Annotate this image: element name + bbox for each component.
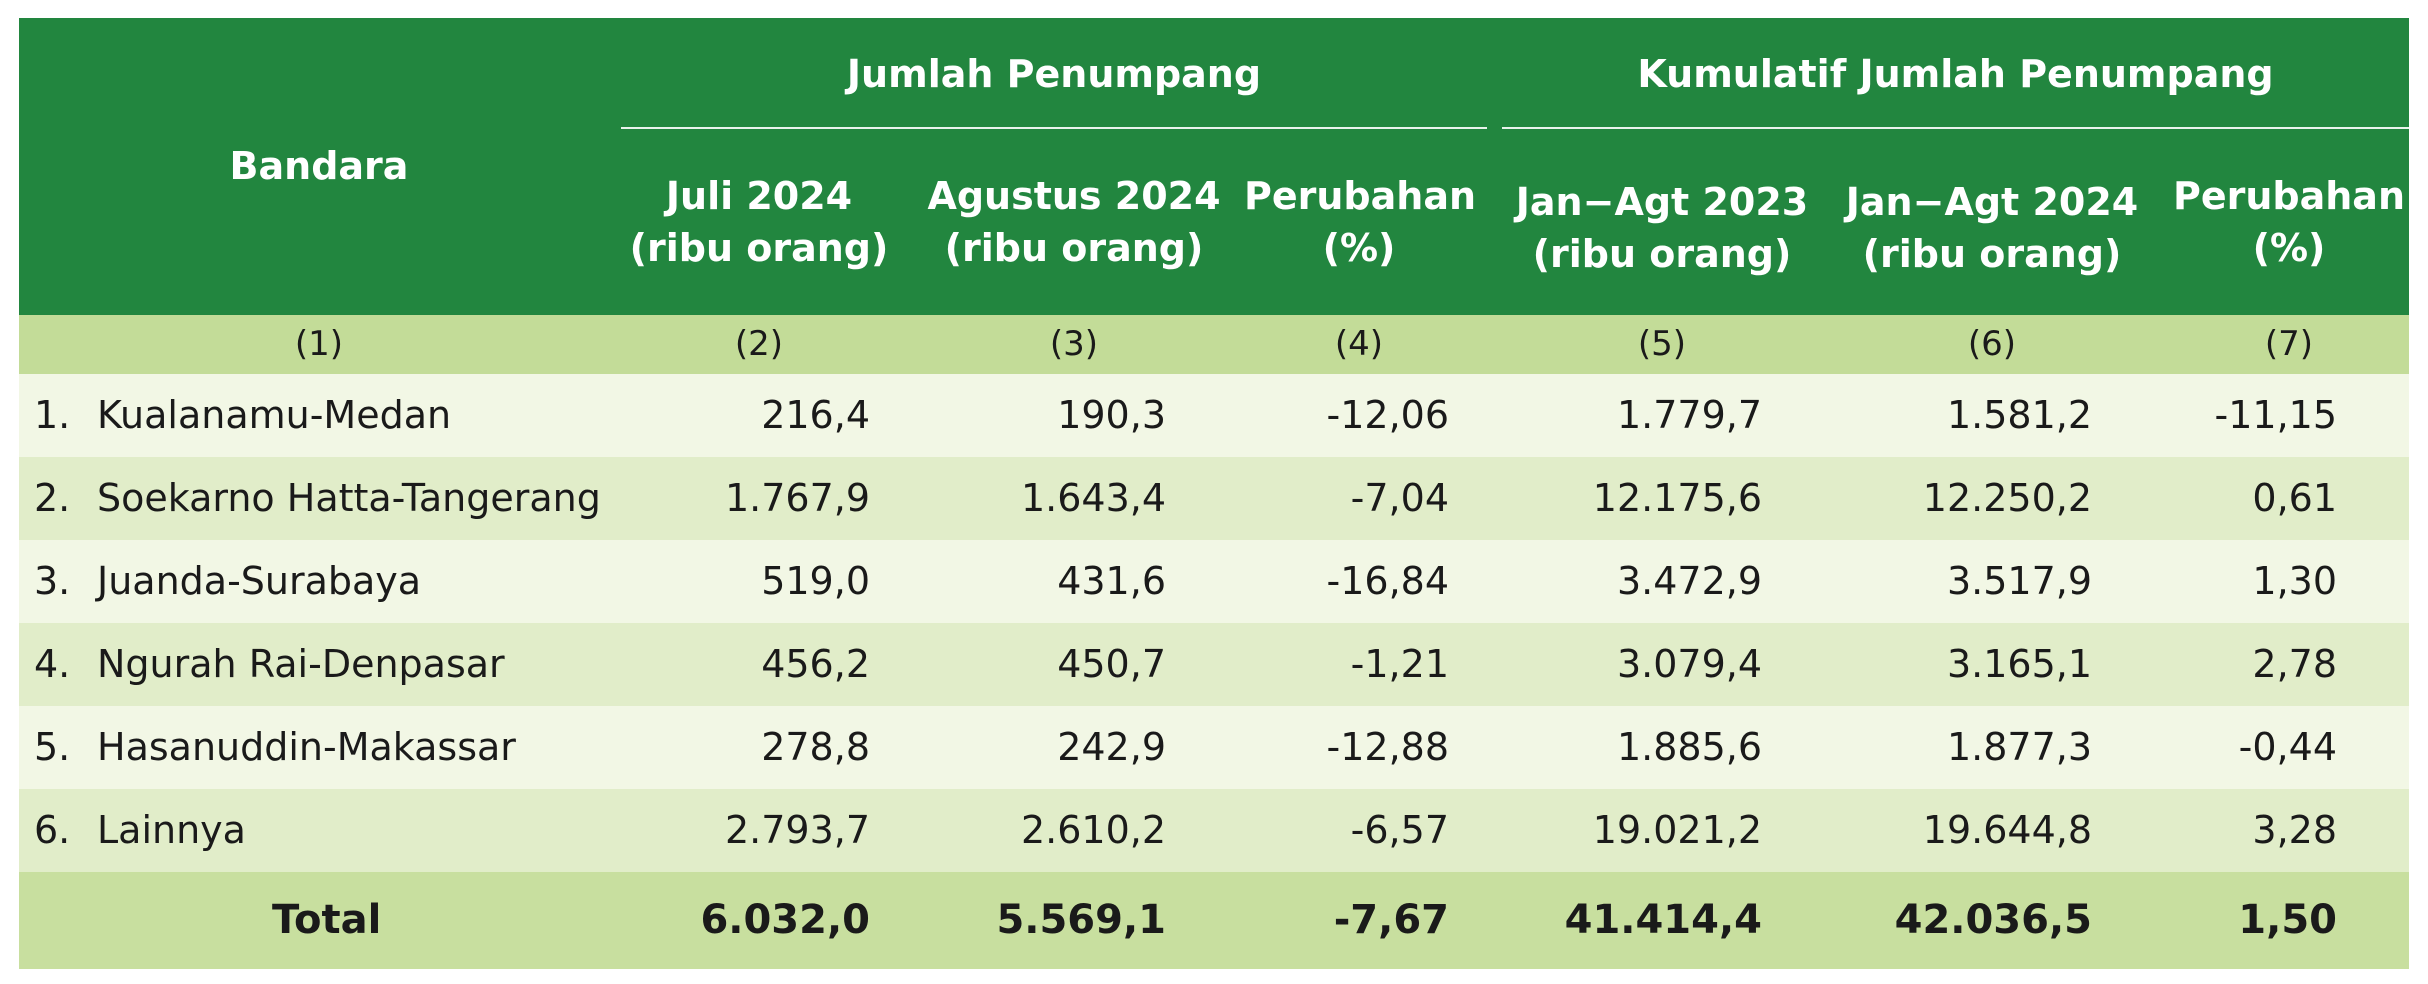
header-group-underline [1502,127,2409,129]
july-2024-value: 519,0 [761,559,870,603]
header-line: Juli 2024 [665,174,853,218]
header-group-jumlah-penumpang: Jumlah Penumpang [846,52,1262,96]
total-cumulative-change: 1,50 [2238,897,2337,943]
cumulative-2024-value: 19.644,8 [1922,808,2092,852]
total-row: Total 6.032,0 5.569,1 -7,67 41.414,4 42.… [19,872,2409,969]
header-bandara: Bandara [229,144,409,188]
column-number: (7) [2264,324,2314,364]
table-row: 3. Juanda-Surabaya 519,0 431,6 -16,84 3.… [19,540,2409,623]
column-number-row: (1) (2) (3) (4) (5) (6) (7) [19,315,2409,374]
table-row: 5. Hasanuddin-Makassar 278,8 242,9 -12,8… [19,706,2409,789]
cumulative-change-value: 0,61 [2252,476,2337,520]
column-number: (1) [294,324,344,364]
row-number: 3. [34,559,71,603]
header-perubahan: Perubahan (%) [1244,170,1477,274]
header-group-kumulatif: Kumulatif Jumlah Penumpang [1637,52,2274,96]
column-number: (3) [1049,324,1099,364]
cumulative-change-value: 2,78 [2252,642,2337,686]
august-2024-value: 450,7 [1057,642,1166,686]
header-group-underline [621,127,1487,129]
change-value: -12,06 [1326,393,1450,437]
change-value: -6,57 [1350,808,1449,852]
table-row: 6. Lainnya 2.793,7 2.610,2 -6,57 19.021,… [19,789,2409,872]
total-cumulative-2023: 41.414,4 [1564,897,1762,943]
total-label: Total [272,897,382,943]
august-2024-value: 190,3 [1057,393,1166,437]
header-jan-agt-2024: Jan−Agt 2024 (ribu orang) [1837,176,2147,280]
header-line: (ribu orang) [944,226,1204,270]
change-value: -7,04 [1350,476,1449,520]
cumulative-2023-value: 12.175,6 [1592,476,1762,520]
change-value: -12,88 [1326,725,1450,769]
table-row: 2. Soekarno Hatta-Tangerang 1.767,9 1.64… [19,457,2409,540]
airport-name: Soekarno Hatta-Tangerang [97,476,601,520]
airport-name: Ngurah Rai-Denpasar [97,642,505,686]
cumulative-change-value: -0,44 [2238,725,2337,769]
change-value: -16,84 [1326,559,1450,603]
header-line: Perubahan [2172,174,2405,218]
airport-name: Kualanamu-Medan [97,393,452,437]
header-line: Agustus 2024 [927,174,1221,218]
header-line: (ribu orang) [1862,232,2122,276]
august-2024-value: 2.610,2 [1020,808,1166,852]
total-cumulative-2024: 42.036,5 [1894,897,2092,943]
column-number: (5) [1637,324,1687,364]
cumulative-2023-value: 3.079,4 [1616,642,1762,686]
header-line: (%) [2252,226,2326,270]
cumulative-2023-value: 1.779,7 [1616,393,1762,437]
row-number: 2. [34,476,71,520]
cumulative-2023-value: 3.472,9 [1616,559,1762,603]
header-line: (ribu orang) [629,226,889,270]
august-2024-value: 431,6 [1057,559,1166,603]
august-2024-value: 1.643,4 [1020,476,1166,520]
table-header: Bandara Jumlah Penumpang Kumulatif Jumla… [19,18,2409,315]
row-number: 6. [34,808,71,852]
column-number: (4) [1334,324,1384,364]
cumulative-2024-value: 12.250,2 [1922,476,2092,520]
change-value: -1,21 [1350,642,1449,686]
august-2024-value: 242,9 [1057,725,1166,769]
cumulative-change-value: -11,15 [2214,393,2338,437]
total-change: -7,67 [1333,897,1449,943]
column-number: (2) [734,324,784,364]
airport-name: Lainnya [97,808,246,852]
cumulative-2024-value: 1.877,3 [1946,725,2092,769]
header-juli-2024: Juli 2024 (ribu orang) [629,170,889,274]
july-2024-value: 2.793,7 [724,808,870,852]
header-jan-agt-2023: Jan−Agt 2023 (ribu orang) [1507,176,1817,280]
row-number: 5. [34,725,71,769]
july-2024-value: 278,8 [761,725,870,769]
total-august-2024: 5.569,1 [996,897,1166,943]
cumulative-change-value: 1,30 [2252,559,2337,603]
airport-name: Juanda-Surabaya [97,559,422,603]
passenger-table: Bandara Jumlah Penumpang Kumulatif Jumla… [19,18,2409,969]
table-body: 1. Kualanamu-Medan 216,4 190,3 -12,06 1.… [19,374,2409,872]
row-number: 1. [34,393,71,437]
header-line: (ribu orang) [1532,232,1792,276]
header-agustus-2024: Agustus 2024 (ribu orang) [924,170,1224,274]
july-2024-value: 1.767,9 [724,476,870,520]
airport-name: Hasanuddin-Makassar [97,725,516,769]
table-row: 1. Kualanamu-Medan 216,4 190,3 -12,06 1.… [19,374,2409,457]
cumulative-change-value: 3,28 [2252,808,2337,852]
cumulative-2023-value: 1.885,6 [1616,725,1762,769]
column-number: (6) [1967,324,2017,364]
row-number: 4. [34,642,71,686]
total-july-2024: 6.032,0 [700,897,870,943]
header-perubahan-kumulatif: Perubahan (%) [2169,170,2409,274]
table-row: 4. Ngurah Rai-Denpasar 456,2 450,7 -1,21… [19,623,2409,706]
cumulative-2024-value: 3.517,9 [1946,559,2092,603]
july-2024-value: 216,4 [761,393,870,437]
cumulative-2024-value: 3.165,1 [1946,642,2092,686]
header-line: Jan−Agt 2023 [1515,180,1809,224]
header-line: (%) [1322,226,1396,270]
header-line: Perubahan [1244,174,1477,218]
cumulative-2024-value: 1.581,2 [1946,393,2092,437]
july-2024-value: 456,2 [761,642,870,686]
cumulative-2023-value: 19.021,2 [1592,808,1762,852]
header-line: Jan−Agt 2024 [1845,180,2139,224]
